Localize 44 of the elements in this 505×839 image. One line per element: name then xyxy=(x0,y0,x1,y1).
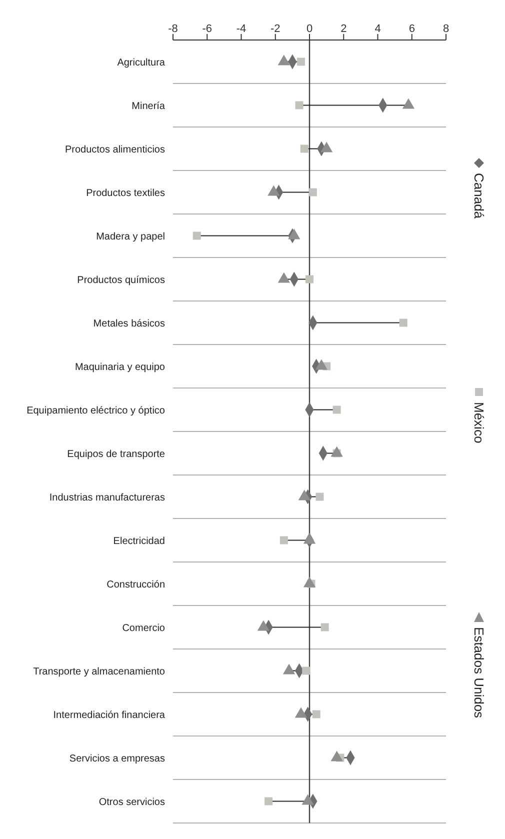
point xyxy=(192,232,201,240)
y-tick-label: Minería xyxy=(132,100,166,112)
y-tick-label: Equipamiento eléctrico y óptico xyxy=(26,405,166,416)
legend-label: México xyxy=(472,402,486,444)
point xyxy=(320,623,329,632)
y-tick-label: Comercio xyxy=(122,622,166,634)
x-tick-label: 6 xyxy=(408,23,415,35)
legend-label: Canadá xyxy=(472,173,486,219)
x-tick-label: -2 xyxy=(270,23,280,35)
y-tick-label: Productos textiles xyxy=(86,188,165,199)
y-tick-label: Agricultura xyxy=(117,57,166,68)
y-tick-label: Productos alimenticios xyxy=(64,144,165,156)
point xyxy=(302,666,310,675)
x-tick-label: -8 xyxy=(168,23,178,35)
x-tick-label: 2 xyxy=(340,23,347,35)
y-tick-label: Transporte y almacenamiento xyxy=(33,666,166,678)
point xyxy=(312,710,320,718)
point xyxy=(306,275,314,284)
point xyxy=(264,797,273,806)
x-tick-label: 8 xyxy=(442,23,450,35)
y-tick-label: Construcción xyxy=(106,579,165,590)
point xyxy=(280,536,288,544)
y-tick-label: Electricidad xyxy=(113,536,165,547)
y-tick-label: Metales básicos xyxy=(93,318,165,330)
y-tick-label: Equipos de transporte xyxy=(67,448,166,460)
y-tick-label: Madera y papel xyxy=(96,231,165,242)
x-tick-label: -4 xyxy=(236,23,246,35)
y-tick-label: Productos químicos xyxy=(77,274,165,286)
point xyxy=(308,188,317,196)
point xyxy=(295,101,304,110)
y-tick-label: Maquinaria y equipo xyxy=(74,362,166,373)
y-tick-label: Otros servicios xyxy=(98,796,165,808)
y-tick-label: Industrias manufactureras xyxy=(49,492,165,504)
point xyxy=(296,58,305,66)
point xyxy=(332,406,341,414)
point xyxy=(399,318,408,327)
y-tick-label: Intermediación financiera xyxy=(53,710,166,721)
x-tick-label: -6 xyxy=(202,23,212,35)
legend-label: Estados Unidos xyxy=(472,626,486,718)
point xyxy=(316,492,324,501)
x-tick-label: 0 xyxy=(306,23,313,35)
y-tick-label: Servicios a empresas xyxy=(69,753,165,764)
point xyxy=(300,144,308,153)
x-tick-label: 4 xyxy=(374,23,381,35)
